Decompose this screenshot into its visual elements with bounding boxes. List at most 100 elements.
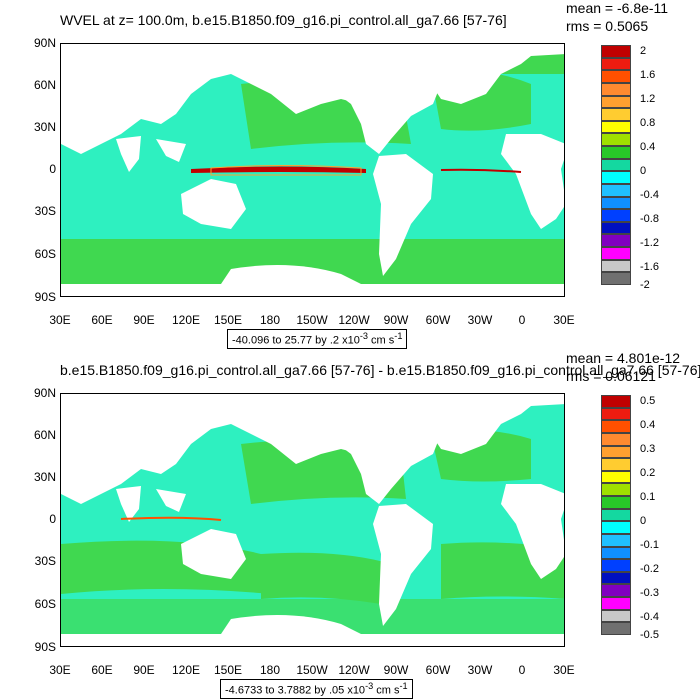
greenland-landmass — [456, 399, 501, 424]
cbar-label: 0 — [640, 165, 647, 177]
range-unit: cm s — [367, 334, 395, 347]
colorbar-swatch — [601, 597, 631, 610]
colorbar-swatch — [601, 458, 631, 471]
se-asia-landmass — [156, 489, 186, 512]
colorbar-swatch — [601, 496, 631, 509]
india-landmass — [116, 486, 141, 522]
lat-label: 60N — [33, 428, 56, 442]
se-asia-landmass — [156, 139, 186, 162]
colorbar-swatch — [601, 533, 631, 547]
cbar-label: -0.5 — [640, 629, 659, 641]
colorbar-swatch — [601, 483, 631, 497]
colorbar-swatch — [601, 546, 631, 560]
colorbar-swatch — [601, 259, 631, 273]
colorbar-swatch — [601, 445, 631, 459]
top-map-svg — [61, 44, 564, 296]
lon-label: 120W — [338, 313, 370, 327]
lon-label: 150W — [296, 313, 328, 327]
top-map — [60, 43, 565, 297]
equatorial-anomaly — [120, 516, 222, 521]
eurasia-landmass — [61, 394, 564, 504]
lon-label: 90W — [383, 663, 409, 677]
lon-label: 60W — [425, 663, 451, 677]
colorbar-swatch — [601, 609, 631, 623]
colorbar-swatch — [601, 133, 631, 147]
lon-label: 60W — [425, 313, 451, 327]
colorbar-swatch — [601, 146, 631, 159]
colorbar-swatch — [601, 521, 631, 534]
south-america-landmass — [373, 154, 433, 276]
colorbar-swatch — [601, 183, 631, 197]
greenland-landmass — [456, 49, 501, 74]
lon-label: 60E — [91, 663, 113, 677]
colorbar-swatch — [601, 57, 631, 71]
lat-label: 30N — [33, 470, 56, 484]
colorbar-swatch — [601, 82, 631, 96]
cbar-label: -2 — [640, 279, 650, 291]
india-landmass — [116, 136, 141, 172]
cbar-label: 0.1 — [640, 491, 656, 503]
colorbar-swatch — [601, 407, 631, 421]
lat-label: 90S — [34, 290, 56, 304]
colorbar-swatch — [601, 45, 631, 58]
north-america-landmass — [276, 399, 441, 504]
top-rms: rms = 0.5065 — [566, 18, 649, 34]
cbar-label: 0.4 — [640, 141, 656, 153]
lon-label: 90E — [133, 663, 155, 677]
lon-label: 150E — [213, 313, 243, 327]
lon-label: 120W — [338, 663, 370, 677]
lon-label: 30W — [467, 313, 493, 327]
lat-label: 0 — [49, 512, 56, 526]
south-pacific-band — [261, 552, 391, 604]
bottom-map-svg — [61, 394, 564, 646]
cbar-label: 0.5 — [640, 395, 656, 407]
lon-label: 30W — [467, 663, 493, 677]
colorbar-swatch — [601, 571, 631, 585]
lon-label: 120E — [171, 313, 201, 327]
colorbar-swatch — [601, 420, 631, 433]
lat-label: 0 — [49, 162, 56, 176]
colorbar-swatch — [601, 95, 631, 109]
africa-landmass — [501, 484, 564, 579]
colorbar-swatch — [601, 108, 631, 121]
colorbar-swatch — [601, 209, 631, 222]
colorbar-swatch — [601, 120, 631, 134]
colorbar-swatch — [601, 584, 631, 598]
range-unit-exponent: -1 — [399, 681, 408, 691]
lat-label: 30S — [34, 204, 56, 218]
australia-landmass — [181, 179, 246, 229]
antarctica-bump — [221, 615, 361, 634]
lon-label: 90W — [383, 313, 409, 327]
range-text: -40.096 to 25.77 by .2 x10 — [232, 334, 360, 347]
africa-landmass — [501, 134, 564, 229]
top-panel: WVEL at z= 100.0m, b.e15.B1850.f09_g16.p… — [34, 0, 669, 349]
atlantic-upwelling — [440, 168, 522, 173]
lon-label: 120E — [171, 663, 201, 677]
lon-label: 30E — [553, 313, 575, 327]
cbar-label: -0.4 — [640, 189, 659, 201]
top-range-box: -40.096 to 25.77 by .2 x10-3 cm s-1 — [227, 329, 408, 349]
bottom-panel: b.e15.B1850.f09_g16.pi_control.all_ga7.6… — [0, 350, 700, 700]
range-text: -4.6733 to 3.7882 by .05 x10 — [225, 684, 366, 697]
colorbar-swatch — [601, 395, 631, 408]
eurasia-landmass — [61, 44, 564, 154]
cbar-label: 0.3 — [640, 443, 656, 455]
colorbar-swatch — [601, 622, 631, 635]
australia-landmass — [181, 529, 246, 579]
bottom-title: b.e15.B1850.f09_g16.pi_control.all_ga7.6… — [60, 362, 700, 378]
top-mean: mean = -6.8e-11 — [566, 0, 669, 16]
lon-label: 90E — [133, 313, 155, 327]
colorbar-swatch — [601, 158, 631, 172]
lon-label: 150E — [213, 663, 243, 677]
cbar-label: -0.3 — [640, 587, 659, 599]
cbar-label: 0.4 — [640, 419, 656, 431]
cbar-label: 2 — [640, 45, 647, 57]
south-america-landmass — [373, 504, 433, 626]
lat-label: 60S — [34, 247, 56, 261]
colorbar-swatch — [601, 234, 631, 248]
antarctica-landmass — [61, 634, 564, 646]
cbar-label: -0.1 — [640, 539, 659, 551]
cbar-label: 0 — [640, 515, 647, 527]
cbar-label: -0.8 — [640, 213, 659, 225]
colorbar-swatch — [601, 272, 631, 285]
